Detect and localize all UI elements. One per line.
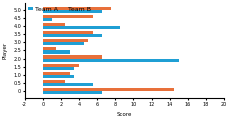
Bar [43, 26, 119, 29]
Bar [43, 91, 101, 94]
Bar [43, 18, 52, 21]
Bar [43, 83, 92, 86]
Bar [43, 10, 101, 13]
Bar [43, 34, 101, 37]
Bar [43, 64, 79, 67]
Bar [43, 88, 173, 91]
Bar [43, 39, 88, 42]
Bar [43, 23, 65, 26]
Bar [43, 7, 110, 10]
Bar [43, 72, 70, 75]
X-axis label: Score: Score [116, 112, 131, 117]
Bar [43, 51, 70, 54]
Bar [43, 67, 74, 70]
Bar [43, 80, 65, 83]
Bar [43, 47, 56, 51]
Bar [43, 15, 92, 18]
Bar [43, 59, 178, 62]
Legend: Team A, Team B: Team A, Team B [27, 6, 91, 12]
Bar [43, 31, 92, 34]
Y-axis label: Player: Player [3, 42, 8, 59]
Bar [43, 42, 83, 45]
Bar [43, 75, 74, 78]
Bar [43, 55, 101, 59]
